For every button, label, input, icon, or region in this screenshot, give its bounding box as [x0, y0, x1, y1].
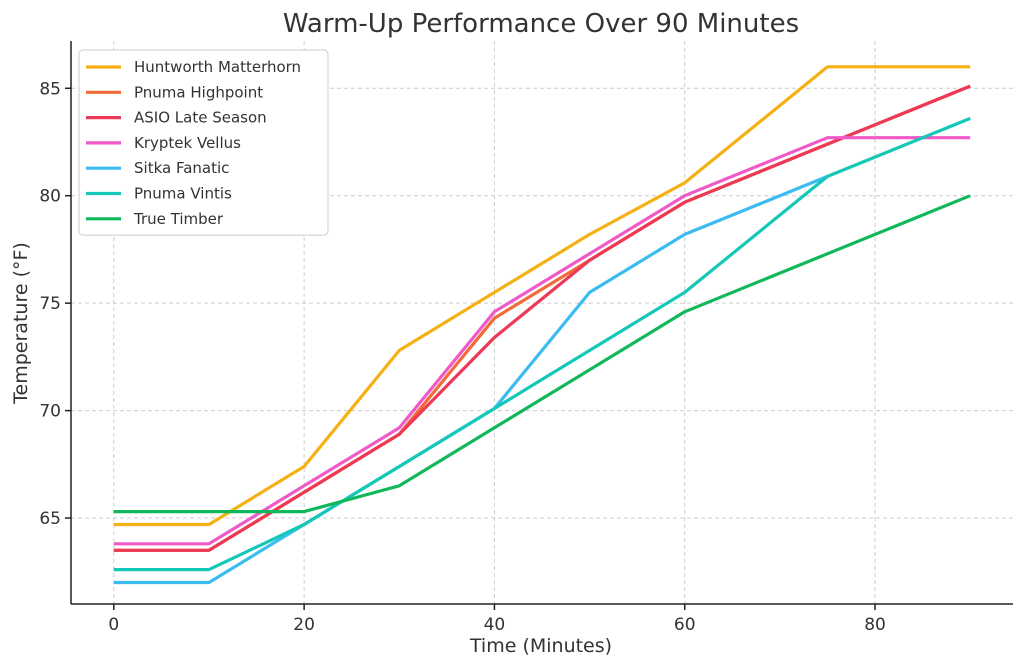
y-tick-label: 85	[39, 79, 61, 99]
chart-title: Warm-Up Performance Over 90 Minutes	[283, 9, 799, 39]
x-tick-label: 40	[484, 615, 506, 635]
series-line-2	[113, 84, 971, 552]
y-tick-label: 80	[39, 187, 61, 207]
series-line-4	[113, 174, 829, 585]
x-tick-label: 60	[674, 615, 696, 635]
x-tick-label: 80	[864, 615, 886, 635]
tick-labels: 0 20 40 60 80 65 70 75 80 85	[39, 79, 885, 635]
legend-label-1: Pnuma Highpoint	[134, 83, 263, 101]
series-lines	[113, 65, 971, 585]
legend-label-4: Sitka Fanatic	[134, 159, 229, 177]
series-line-5	[113, 116, 971, 572]
legend-label-5: Pnuma Vintis	[134, 185, 232, 203]
x-tick-label: 20	[293, 615, 315, 635]
y-tick-label: 70	[39, 402, 61, 422]
y-tick-label: 75	[39, 294, 61, 314]
y-tick-label: 65	[39, 509, 61, 529]
series-line-6	[113, 194, 971, 514]
series-line-0	[113, 65, 971, 527]
legend-label-0: Huntworth Matterhorn	[134, 58, 301, 76]
axes	[65, 41, 1013, 610]
legend-label-3: Kryptek Vellus	[134, 134, 241, 152]
legend: Huntworth Matterhorn Pnuma Highpoint ASIO …	[78, 49, 329, 236]
y-axis-label: Temperature (°F)	[10, 242, 32, 405]
legend-label-2: ASIO Late Season	[134, 109, 267, 127]
x-axis-label: Time (Minutes)	[469, 635, 612, 657]
x-tick-label: 0	[108, 615, 119, 635]
legend-label-6: True Timber	[133, 210, 224, 228]
legend-box	[78, 49, 329, 236]
series-line-3	[113, 136, 971, 546]
